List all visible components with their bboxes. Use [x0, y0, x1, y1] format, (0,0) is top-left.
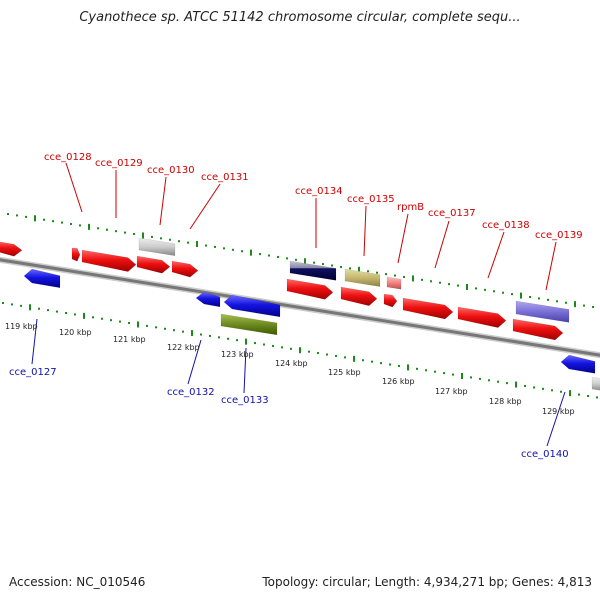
- gene-arrow[interactable]: [286, 278, 334, 300]
- leader-line: [159, 176, 167, 226]
- gene-label-cce-0140[interactable]: cce_0140: [521, 449, 569, 460]
- chromosome-backbone-core: [0, 258, 600, 357]
- gene-arrow[interactable]: [81, 249, 137, 272]
- gene-label-cce-0130[interactable]: cce_0130: [147, 165, 195, 176]
- gene-arrow[interactable]: [136, 255, 171, 274]
- leader-line: [243, 347, 247, 394]
- gene-box[interactable]: [138, 237, 176, 257]
- label-leader-lines: [31, 162, 566, 447]
- leader-line: [187, 339, 202, 385]
- gene-box[interactable]: [289, 260, 337, 281]
- gc-skew-ticks-inner: [2, 302, 598, 399]
- kbp-label: 121 kbp: [113, 335, 146, 344]
- map-title: Cyanothece sp. ATCC 51142 chromosome cir…: [79, 10, 521, 25]
- leader-line: [31, 318, 38, 365]
- gene-box[interactable]: [386, 276, 402, 290]
- gene-label-cce-0131[interactable]: cce_0131: [201, 172, 249, 183]
- gene-arrow[interactable]: [195, 291, 221, 308]
- gene-label-cce-0132[interactable]: cce_0132: [167, 387, 215, 398]
- gene-label-cce-0137[interactable]: cce_0137: [428, 208, 476, 219]
- gene-arrow[interactable]: [560, 354, 596, 374]
- leader-line: [65, 162, 83, 213]
- gene-arrow[interactable]: [340, 286, 378, 306]
- leader-line: [397, 213, 409, 264]
- kbp-label: 120 kbp: [59, 328, 92, 337]
- kbp-label: 128 kbp: [489, 397, 522, 406]
- leader-line: [487, 231, 505, 279]
- kbp-label: 127 kbp: [435, 387, 468, 396]
- leader-line: [546, 391, 566, 447]
- gene-arrow[interactable]: [71, 247, 81, 262]
- gene-arrow[interactable]: [223, 294, 281, 318]
- gene-box[interactable]: [515, 300, 570, 323]
- kbp-label: 129 kbp: [542, 407, 575, 416]
- gene-arrow[interactable]: [171, 260, 199, 278]
- kbp-label: 123 kbp: [221, 350, 254, 359]
- gene-label-cce-0138[interactable]: cce_0138: [482, 220, 530, 231]
- gene-features[interactable]: [0, 237, 600, 391]
- gene-arrow[interactable]: [383, 293, 398, 308]
- leader-line: [189, 183, 221, 230]
- gene-box[interactable]: [344, 268, 381, 287]
- leader-line: [434, 220, 450, 269]
- gene-box[interactable]: [591, 376, 600, 391]
- gene-arrow[interactable]: [23, 268, 61, 289]
- gene-box[interactable]: [220, 313, 278, 336]
- gene-arrow[interactable]: [457, 306, 507, 328]
- gene-label-cce-0127[interactable]: cce_0127: [9, 367, 57, 378]
- leader-line: [363, 205, 367, 257]
- gene-label-cce-0129[interactable]: cce_0129: [95, 158, 143, 169]
- accession-text: Accession: NC_010546: [9, 575, 146, 589]
- gene-arrow[interactable]: [512, 318, 564, 341]
- kbp-label: 124 kbp: [275, 359, 308, 368]
- kbp-label: 119 kbp: [5, 322, 38, 331]
- gene-label-cce-0139[interactable]: cce_0139: [535, 230, 583, 241]
- gene-label-rpmb[interactable]: rpmB: [397, 202, 424, 213]
- gene-label-cce-0128[interactable]: cce_0128: [44, 152, 92, 163]
- gene-arrow[interactable]: [0, 241, 23, 257]
- gene-label-cce-0134[interactable]: cce_0134: [295, 186, 343, 197]
- kbp-label: 126 kbp: [382, 377, 415, 386]
- genome-summary-text: Topology: circular; Length: 4,934,271 bp…: [262, 575, 592, 589]
- gc-skew-ticks-outer: [7, 213, 594, 309]
- gene-arrow[interactable]: [402, 297, 454, 320]
- gene-label-cce-0135[interactable]: cce_0135: [347, 194, 395, 205]
- kbp-label: 122 kbp: [167, 343, 200, 352]
- leader-line: [545, 241, 557, 291]
- gene-label-cce-0133[interactable]: cce_0133: [221, 395, 269, 406]
- kbp-label: 125 kbp: [328, 368, 361, 377]
